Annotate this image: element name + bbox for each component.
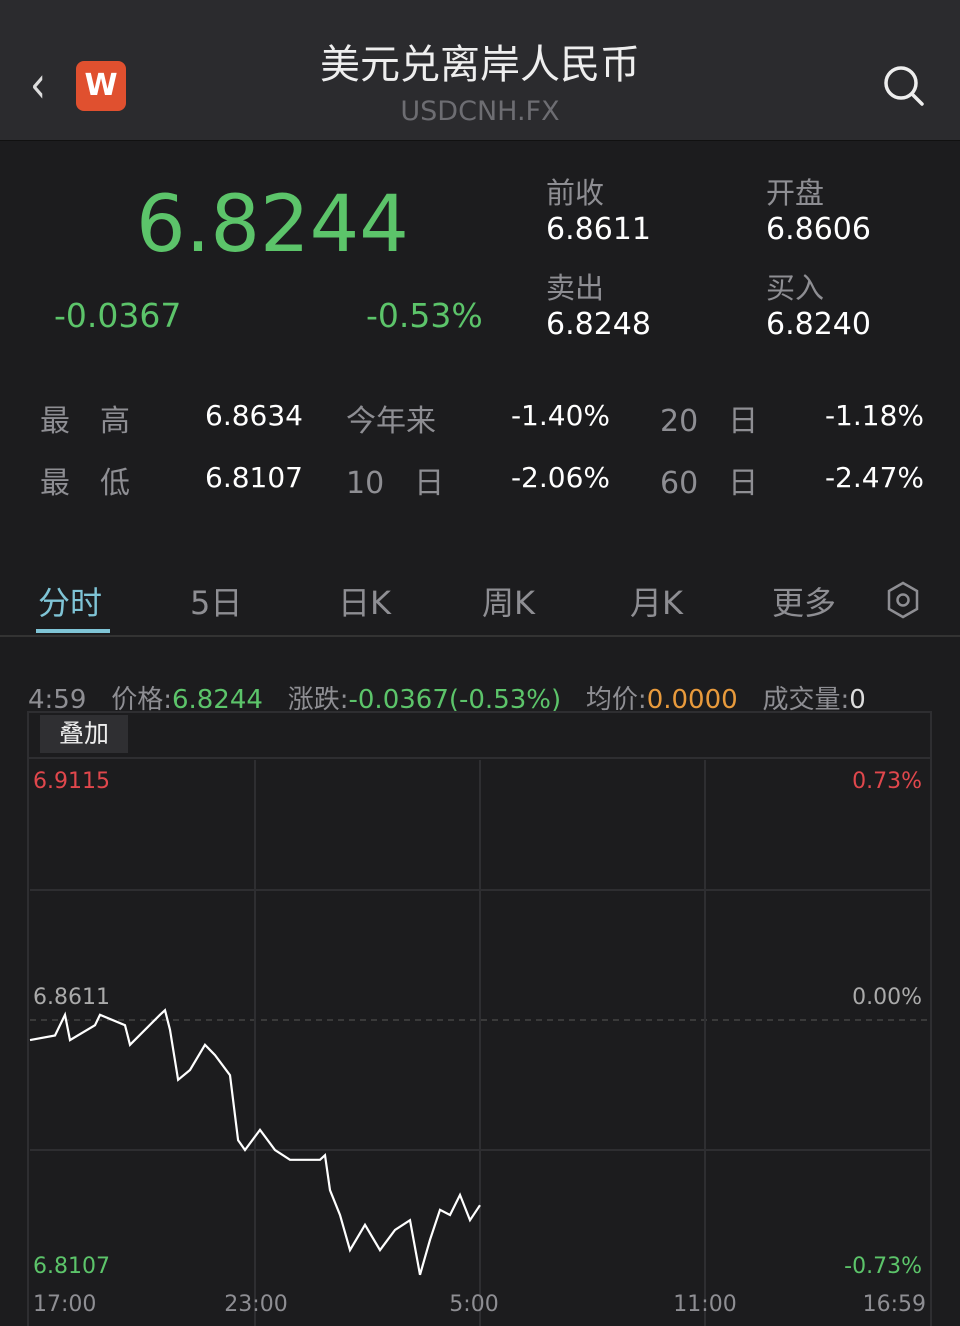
overlay-button[interactable]: 叠加	[40, 715, 128, 753]
buy-label: 买入	[766, 271, 825, 305]
tab-monthly-k[interactable]: 月K	[630, 584, 683, 622]
symbol-subtitle: USDCNH.FX	[400, 96, 560, 127]
20d-value: -1.18%	[824, 399, 924, 432]
x-tick: 17:00	[33, 1292, 96, 1317]
info-avg: 0.0000	[646, 685, 738, 715]
x-tick: 11:00	[673, 1292, 736, 1317]
info-volume: 0	[849, 685, 866, 715]
20d-label: 20 日	[660, 404, 759, 439]
info-change-label: 涨跌:	[287, 685, 349, 715]
buy-value: 6.8240	[766, 307, 871, 342]
10d-label: 10 日	[346, 466, 445, 501]
tabs-divider	[0, 635, 960, 637]
y-tick-right: 0.00%	[852, 985, 922, 1010]
price-line	[29, 1008, 481, 1276]
chart-frame	[27, 711, 932, 1326]
info-line: 4:59 价格:6.8244 涨跌:-0.0367(-0.53%) 均价:0.0…	[28, 679, 866, 716]
prev-close-label: 前收	[546, 176, 605, 210]
price-change: -0.0367	[54, 296, 182, 335]
y-tick-left: 6.8611	[33, 985, 110, 1010]
info-avg-label: 均价:	[585, 685, 647, 715]
page-title: 美元兑离岸人民币	[320, 42, 640, 88]
y-tick-left: 6.8107	[33, 1254, 110, 1279]
back-icon[interactable]: ‹	[30, 55, 46, 115]
y-tick-left: 6.9115	[33, 769, 110, 794]
tab-weekly-k[interactable]: 周K	[482, 584, 535, 622]
low-value: 6.8107	[205, 461, 303, 494]
settings-icon[interactable]	[886, 581, 920, 619]
60d-value: -2.47%	[824, 461, 924, 494]
info-price-label: 价格:	[111, 685, 172, 715]
tab-active-underline	[36, 629, 110, 633]
ytd-label: 今年来	[346, 404, 436, 439]
ytd-value: -1.40%	[510, 399, 610, 432]
60d-label: 60 日	[660, 466, 759, 501]
price-change-pct: -0.53%	[366, 296, 483, 335]
tab-intraday[interactable]: 分时	[38, 584, 103, 622]
sell-label: 卖出	[546, 271, 605, 305]
low-label: 最 低	[40, 466, 130, 501]
y-tick-right: 0.73%	[852, 769, 922, 794]
app-logo: W	[76, 61, 126, 111]
tab-5day[interactable]: 5日	[190, 584, 243, 622]
tab-daily-k[interactable]: 日K	[338, 584, 391, 622]
header: ‹ W 美元兑离岸人民币 USDCNH.FX	[0, 0, 960, 141]
x-tick: 23:00	[224, 1292, 287, 1317]
open-label: 开盘	[766, 176, 825, 210]
prev-close-value: 6.8611	[546, 212, 651, 247]
sell-value: 6.8248	[546, 307, 651, 342]
x-tick: 5:00	[449, 1292, 498, 1317]
tab-more[interactable]: 更多	[772, 584, 837, 622]
info-time: 4:59	[28, 685, 87, 715]
info-price: 6.8244	[171, 685, 263, 715]
info-change: -0.0367(-0.53%)	[348, 685, 562, 715]
10d-value: -2.06%	[510, 461, 610, 494]
high-label: 最 高	[40, 404, 130, 439]
search-icon[interactable]	[882, 64, 926, 108]
x-tick: 16:59	[863, 1292, 926, 1317]
current-price: 6.8244	[136, 180, 409, 270]
high-value: 6.8634	[205, 399, 303, 432]
y-tick-right: -0.73%	[844, 1254, 922, 1279]
info-volume-label: 成交量:	[762, 685, 850, 715]
open-value: 6.8606	[766, 212, 871, 247]
